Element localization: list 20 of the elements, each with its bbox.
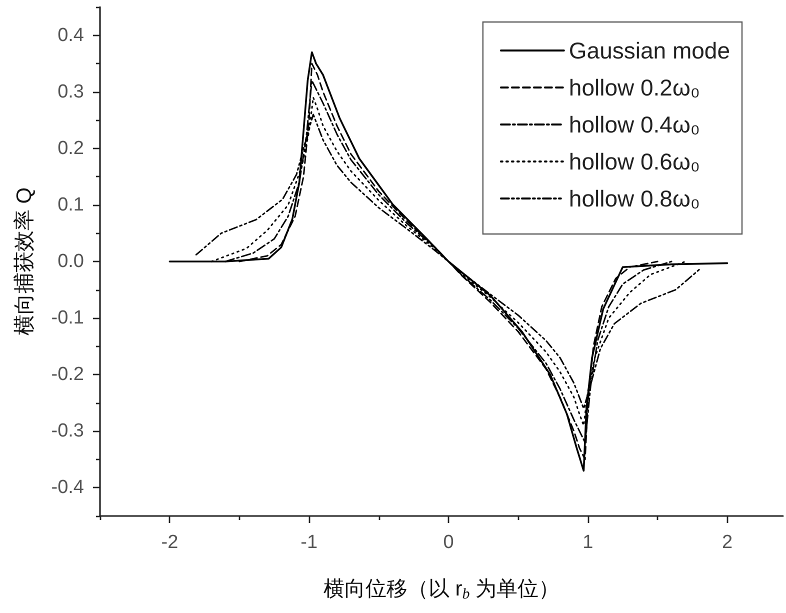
x-tick-label: 1 [582,532,594,553]
y-tick-label: 0.1 [58,194,84,216]
y-axis-title: 横向捕获效率 Q [13,187,36,336]
y-tick-label: 0.4 [58,24,84,46]
y-tick-label: -0.3 [51,420,84,442]
y-tick-label: -0.4 [51,477,84,498]
y-tick-label: -0.2 [51,364,84,386]
y-tick-label: 0.2 [58,138,84,159]
legend-label: hollow 0.8ω₀ [568,186,700,212]
legend-label: Gaussian mode [568,38,730,64]
x-tick-label: 2 [722,532,733,553]
y-tick-label: 0.3 [58,81,84,102]
x-tick-label: -2 [161,532,178,553]
y-tick-label: 0.0 [58,251,84,272]
legend-label: hollow 0.4ω₀ [568,112,700,138]
legend-label: hollow 0.2ω₀ [568,74,700,100]
x-tick-label: 0 [443,532,454,553]
legend-label: hollow 0.6ω₀ [568,148,700,174]
x-tick-label: -1 [300,532,318,553]
y-tick-label: -0.1 [51,308,84,329]
